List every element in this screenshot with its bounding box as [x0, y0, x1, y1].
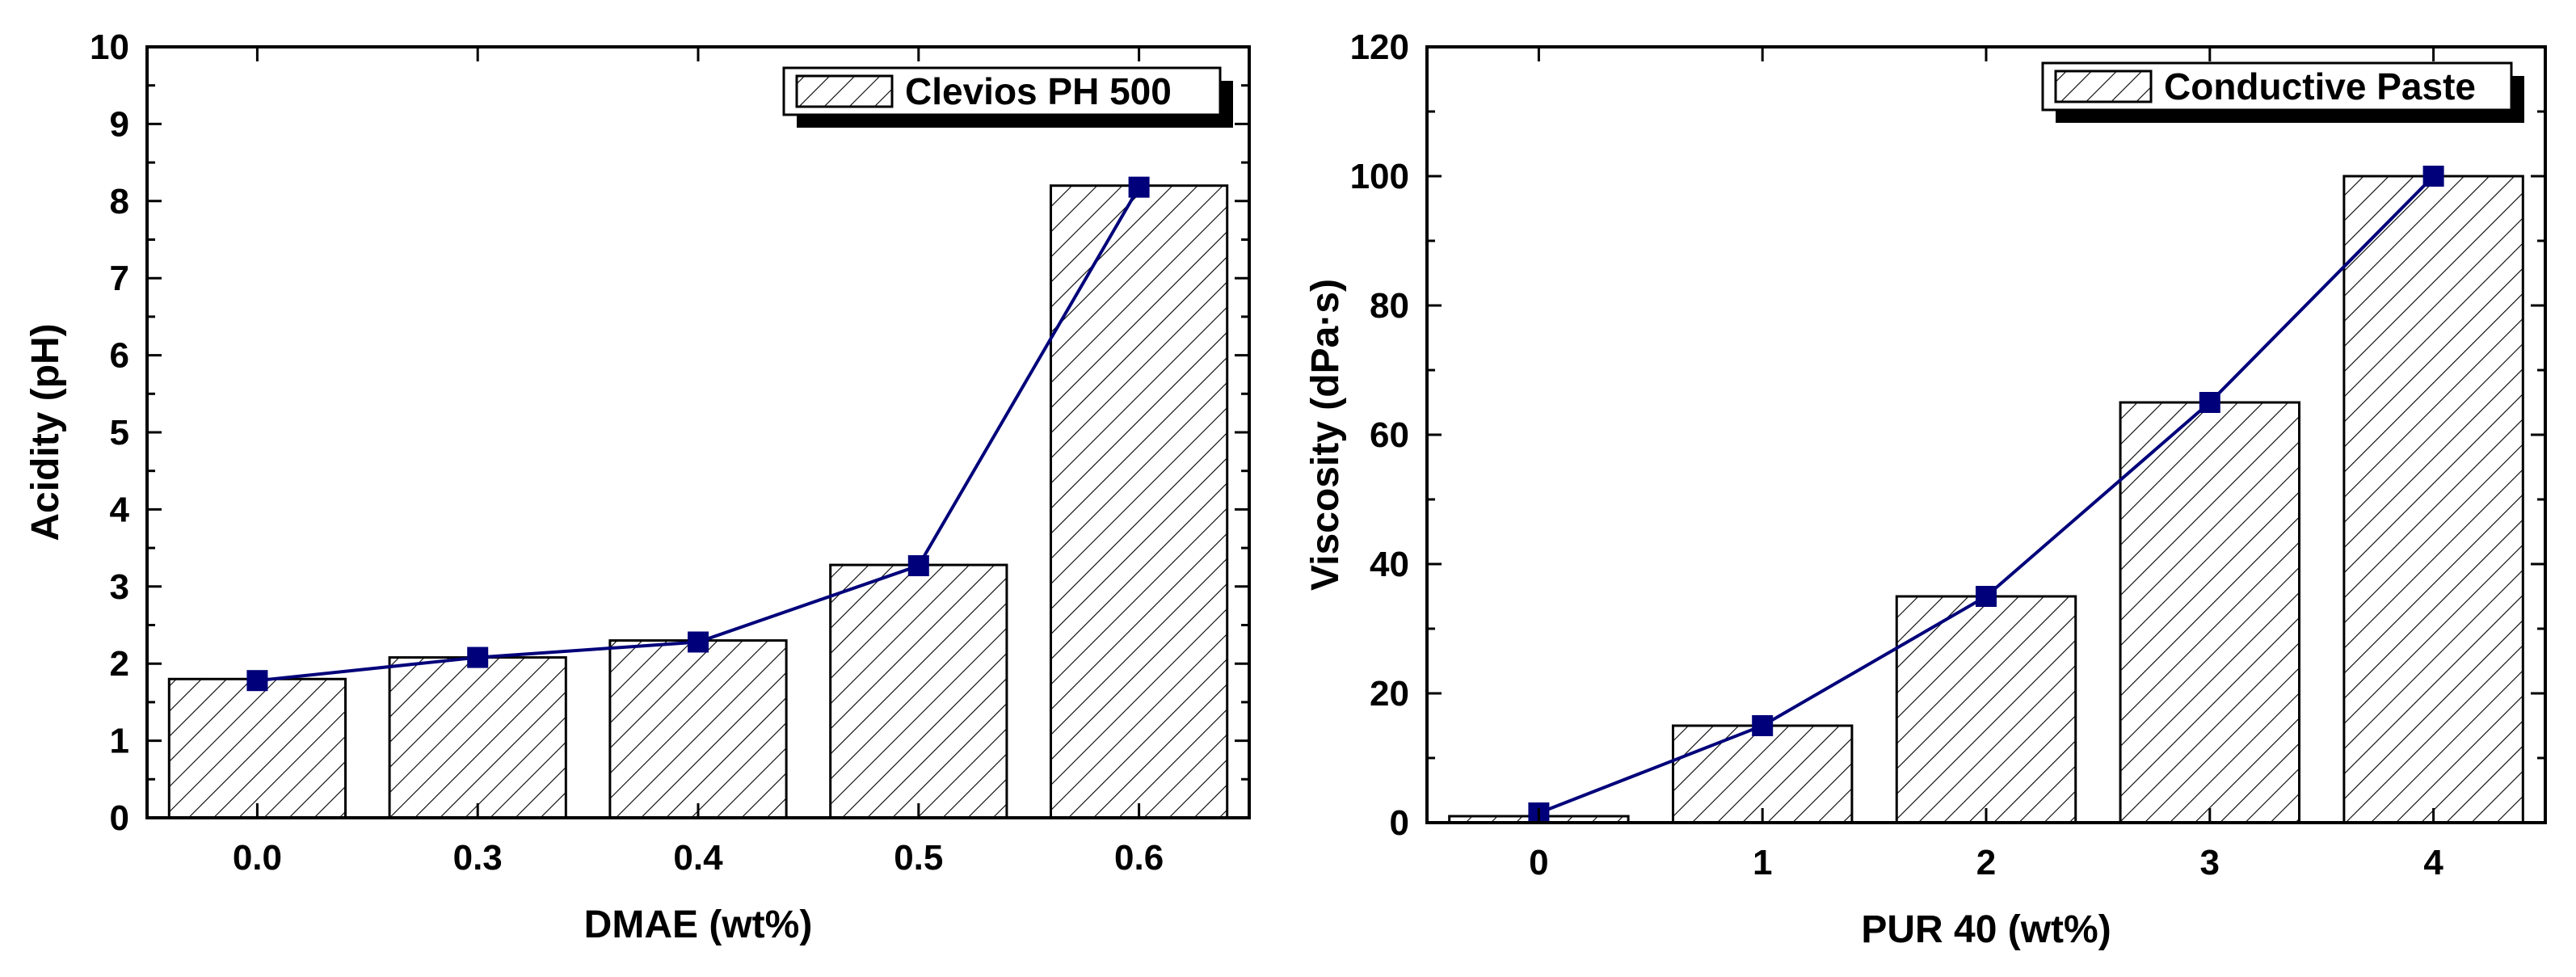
y-tick-label: 40: [1370, 545, 1409, 584]
x-tick-label: 0: [1529, 843, 1548, 882]
x-tick-label: 4: [2423, 843, 2443, 882]
trend-marker-2: [1976, 586, 1997, 607]
trend-marker-0.6: [1128, 176, 1150, 198]
x-tick-label: 3: [2200, 843, 2220, 882]
x-axis-title: DMAE (wt%): [584, 903, 813, 946]
x-tick-label: 0.5: [894, 838, 943, 878]
y-tick-label: 60: [1370, 415, 1409, 455]
trend-marker-1: [1752, 715, 1774, 736]
bar-1: [1671, 724, 1854, 824]
x-tick-label: 0.0: [233, 838, 282, 878]
y-axis-title: Acidity (pH): [24, 323, 67, 541]
x-tick-label: 0.6: [1114, 838, 1164, 878]
trend-marker-0.3: [467, 646, 489, 668]
y-tick-label: 0: [110, 798, 129, 838]
y-tick-label: 20: [1370, 674, 1409, 714]
bar-0.6: [1049, 184, 1229, 819]
x-axis-title: PUR 40 (wt%): [1861, 908, 2111, 951]
y-tick-label: 10: [90, 27, 129, 67]
legend-label: Clevios PH 500: [905, 70, 1172, 112]
y-axis-title: Viscosity (dPa·s): [1304, 279, 1347, 591]
bar-0.5: [829, 563, 1008, 819]
y-tick-label: 4: [110, 490, 130, 529]
x-tick-label: 2: [1976, 843, 1996, 882]
trend-marker-0.0: [246, 670, 268, 692]
y-tick-label: 100: [1350, 157, 1409, 196]
y-tick-label: 1: [110, 722, 129, 761]
trend-marker-0.4: [688, 631, 709, 653]
bar-3: [2119, 401, 2301, 824]
bar-4: [2342, 175, 2524, 824]
y-tick-label: 80: [1370, 286, 1409, 326]
bar-0.3: [388, 656, 567, 819]
y-tick-label: 8: [110, 182, 129, 221]
legend-label: Conductive Paste: [2164, 65, 2476, 107]
legend-swatch: [795, 74, 894, 108]
x-tick-label: 0.4: [673, 838, 723, 878]
y-tick-label: 120: [1350, 27, 1409, 67]
y-tick-label: 2: [110, 644, 129, 684]
viscosity-chart: 0 20 40 60 80 100 120 0 1 2 3 4 PUR 40 (wt%) Viscosit…: [1304, 27, 2547, 951]
trend-marker-4: [2422, 166, 2444, 187]
x-tick-label: 0.3: [453, 838, 503, 878]
y-tick-label: 0: [1390, 803, 1409, 843]
y-tick-label: 7: [110, 259, 129, 298]
trend-marker-3: [2199, 392, 2220, 413]
y-tick-label: 6: [110, 336, 129, 376]
y-tick-label: 3: [110, 567, 129, 607]
bar-0.0: [167, 677, 347, 819]
y-tick-label: 9: [110, 104, 129, 144]
x-tick-label: 1: [1753, 843, 1772, 882]
bar-2: [1895, 595, 2077, 824]
trend-marker-0.5: [907, 555, 929, 577]
bar-0.4: [608, 639, 788, 819]
acidity-chart: 0 1 2 3 4 5 6 7 8 9 10 0.0 0.3 0.4 0.5 0.6 DMAE (wt%) Aci…: [24, 27, 1251, 946]
y-tick-label: 5: [110, 413, 129, 453]
legend-swatch: [2054, 69, 2153, 103]
